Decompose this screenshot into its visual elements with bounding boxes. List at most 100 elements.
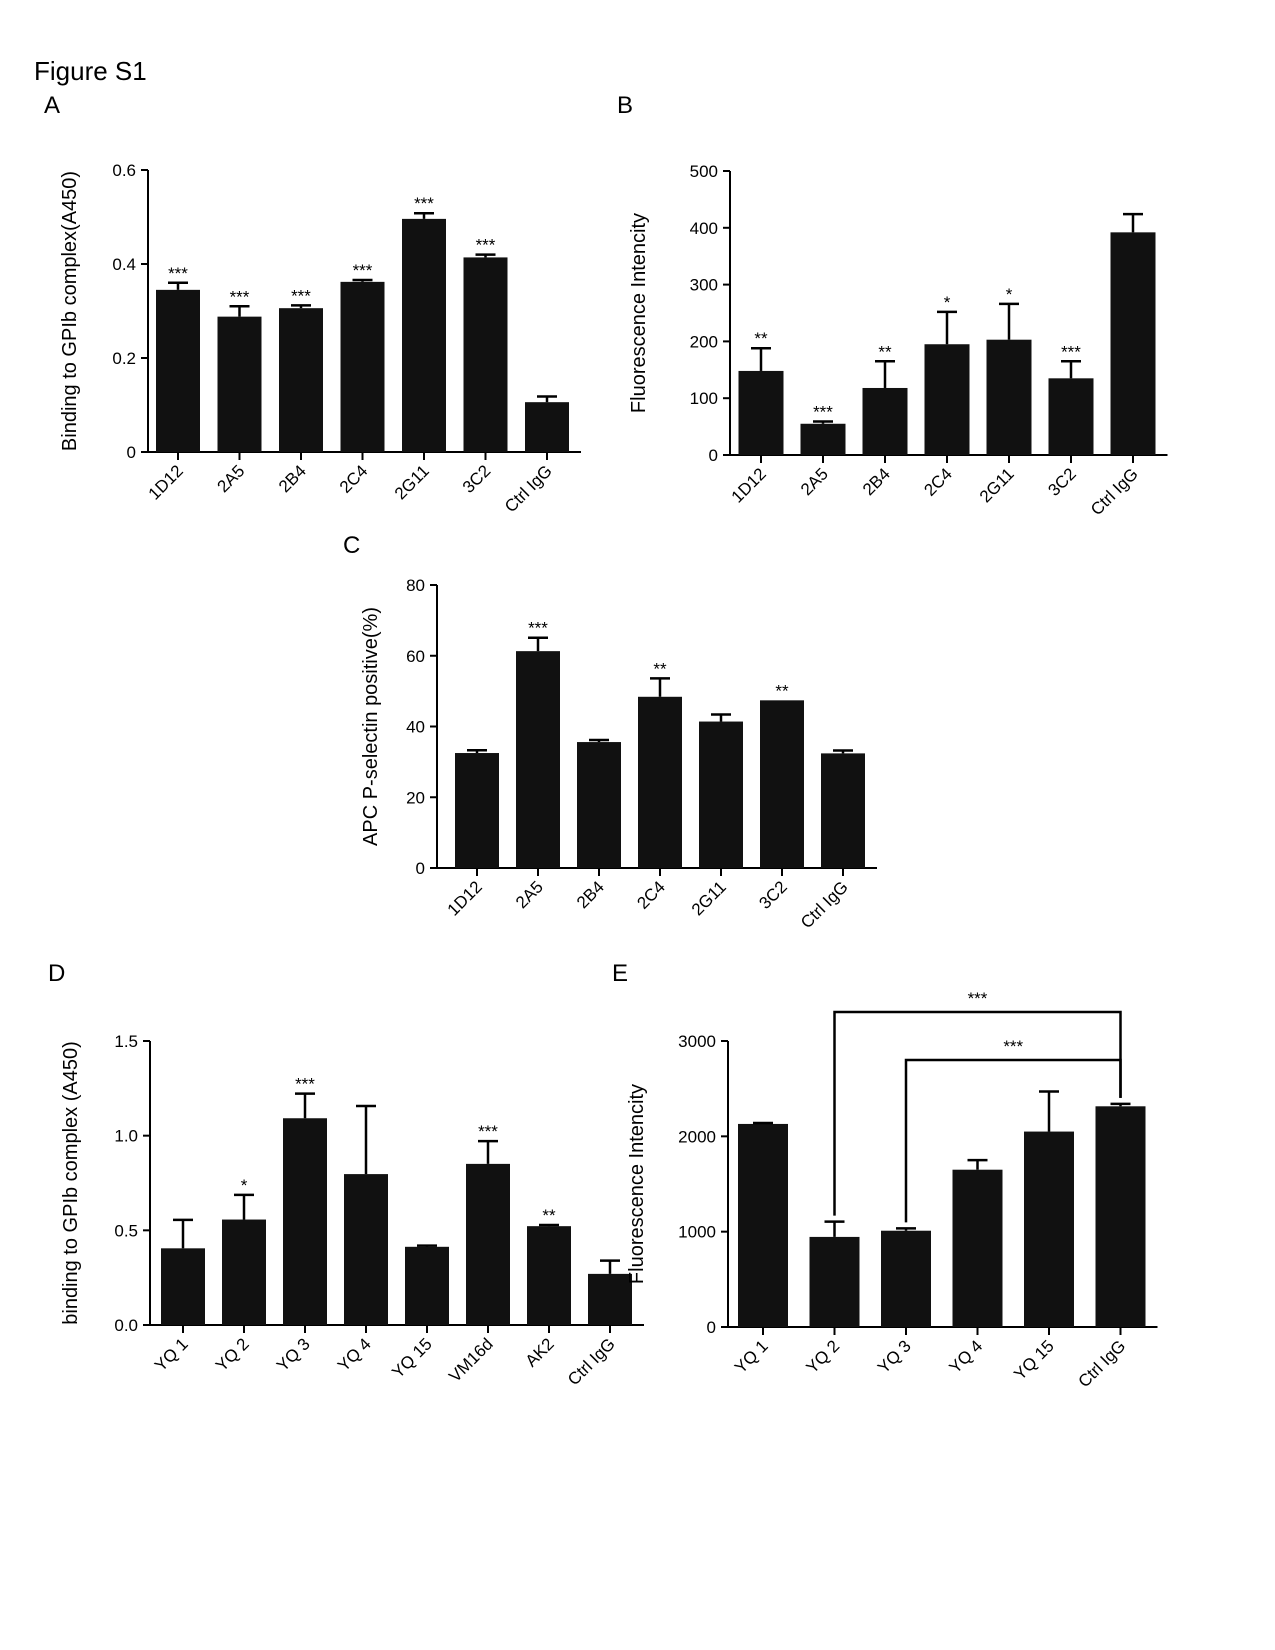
significance-label: *** [291,286,311,305]
bar [881,1230,931,1327]
bar [809,1236,860,1327]
significance-label: *** [1061,342,1081,361]
y-tick-label: 1000 [678,1223,716,1242]
bar [466,1163,510,1325]
y-tick-label: 0 [707,1318,716,1337]
significance-label: *** [813,402,833,421]
y-tick-label: 0.4 [112,255,136,274]
y-tick-label: 2000 [678,1127,716,1146]
y-axis-title: APC P-selectin positive(%) [360,607,382,846]
y-tick-label: 0.6 [112,161,136,180]
y-tick-label: 0 [416,859,425,878]
comparison-bracket [904,1058,1122,1223]
x-tick-label: YQ 2 [802,1336,843,1377]
significance-label: *** [528,619,548,638]
bar [1048,378,1094,455]
significance-label: *** [414,194,434,213]
x-tick-label: YQ 1 [731,1336,772,1377]
bar [862,387,908,455]
significance-label: * [1006,285,1013,304]
bar [455,753,499,868]
comparison-bracket [833,1010,1122,1216]
significance-label: *** [168,264,188,283]
x-tick-label: YQ 15 [1010,1336,1058,1384]
significance-label: *** [295,1075,315,1094]
significance-label: ** [754,329,768,348]
bar [738,1123,788,1327]
y-tick-label: 40 [406,718,425,737]
y-tick-label: 1.5 [114,1032,138,1051]
x-tick-label: YQ 4 [945,1336,986,1377]
bar [699,721,743,868]
bar [161,1248,205,1325]
bar [800,423,846,455]
x-tick-label: Ctrl IgG [1074,1336,1129,1391]
significance-label: ** [878,342,892,361]
y-tick-label: 200 [690,332,718,351]
y-tick-label: 0.2 [112,349,136,368]
y-tick-label: 60 [406,647,425,666]
comparison-label: *** [1003,1037,1023,1056]
bar [738,370,784,455]
panel-letter-d: D [48,960,66,987]
significance-label: *** [478,1122,498,1141]
y-tick-label: 0.5 [114,1221,138,1240]
panel-letter-c: C [343,532,361,559]
x-tick-label: YQ 3 [874,1336,915,1377]
y-axis-title: binding to GPIb complex (A450) [60,1041,82,1325]
significance-label: *** [230,287,250,306]
bar [1024,1131,1074,1327]
bar [344,1174,388,1325]
significance-label: ** [542,1206,556,1225]
y-tick-label: 20 [406,788,425,807]
y-axis-title: Binding to GPIb complex(A450) [59,171,81,451]
y-tick-label: 300 [690,276,718,295]
y-tick-label: 1.0 [114,1127,138,1146]
y-tick-label: 100 [690,389,718,408]
bar [402,218,446,452]
bar [279,308,323,452]
bar [463,257,508,452]
bar [986,339,1032,455]
y-tick-label: 400 [690,219,718,238]
significance-label: * [241,1176,248,1195]
y-axis-title: Fluorescence Intencity [626,1084,648,1284]
bar [638,696,682,868]
bar [952,1169,1003,1327]
y-tick-label: 0 [709,446,718,465]
bar [156,289,200,452]
y-tick-label: 0 [127,443,136,462]
bar [527,1226,571,1325]
figure-title: Figure S1 [34,56,147,86]
bar [760,700,804,868]
y-tick-label: 3000 [678,1032,716,1051]
bar [405,1246,449,1325]
y-tick-label: 80 [406,576,425,595]
comparison-label: *** [968,989,988,1008]
bar [1110,232,1156,455]
y-tick-label: 500 [690,162,718,181]
bar [588,1273,632,1325]
bar [516,651,560,868]
bar [924,344,970,455]
significance-label: *** [353,261,373,280]
bar [1095,1106,1146,1327]
bar [222,1219,266,1325]
panel-letter-b: B [617,92,634,119]
bar [217,316,262,452]
y-axis-title: Fluorescence Intencity [628,213,650,413]
significance-label: *** [476,236,496,255]
panel-letter-a: A [44,92,61,119]
y-tick-label: 0.0 [114,1316,138,1335]
significance-label: * [944,293,951,312]
bar [340,281,385,452]
bar [577,742,621,868]
significance-label: ** [775,681,789,700]
bar [525,402,569,452]
panel-letter-e: E [612,960,629,987]
